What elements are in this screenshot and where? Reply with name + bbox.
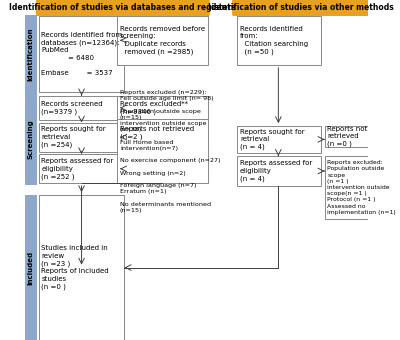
Text: Studies included in
review
(n =23 )
Reports of included
studies
(n =0 ): Studies included in review (n =23 ) Repo… <box>42 245 109 290</box>
Text: Records screened
(n=9379 ): Records screened (n=9379 ) <box>42 101 103 115</box>
Bar <box>25 94 37 185</box>
Bar <box>237 126 321 153</box>
Bar <box>39 96 124 120</box>
Text: Reports sought for
retrieval
(n =254): Reports sought for retrieval (n =254) <box>42 126 106 148</box>
Text: Reports assessed for
eligibility
(n =252 ): Reports assessed for eligibility (n =252… <box>42 158 114 180</box>
FancyBboxPatch shape <box>232 0 369 16</box>
Bar <box>25 195 37 340</box>
Bar <box>39 195 124 340</box>
Text: Identification of studies via other methods: Identification of studies via other meth… <box>208 3 394 12</box>
Text: Reports not retrieved
(n=2 ): Reports not retrieved (n=2 ) <box>120 126 194 140</box>
Text: Reports assessed for
eligibility
(n = 4): Reports assessed for eligibility (n = 4) <box>240 160 312 182</box>
Bar <box>39 16 124 92</box>
Bar <box>325 156 368 219</box>
FancyBboxPatch shape <box>36 0 210 16</box>
Bar <box>25 15 37 94</box>
Bar <box>237 16 321 65</box>
Text: Reports sought for
retrieval
(n = 4): Reports sought for retrieval (n = 4) <box>240 129 304 150</box>
Bar <box>117 16 208 65</box>
Bar <box>117 119 208 183</box>
Text: Reports excluded (n=229):
Fell outside age limit (n= 98)

Population outside sco: Reports excluded (n=229): Fell outside a… <box>120 90 220 213</box>
Text: Records excluded**
(n=9346 ): Records excluded** (n=9346 ) <box>120 101 188 115</box>
Text: Screening: Screening <box>28 120 34 159</box>
Bar <box>117 96 208 120</box>
Text: Records identified
from:
  Citation searching
  (n =50 ): Records identified from: Citation search… <box>240 26 308 55</box>
Bar <box>39 154 124 183</box>
Bar <box>117 123 208 144</box>
Bar <box>325 126 368 147</box>
Text: Records identified from
databases (n=12364):
PubMed
            = 6480

Embase  : Records identified from databases (n=123… <box>42 32 123 76</box>
Text: Reports not
retrieved
(n =0 ): Reports not retrieved (n =0 ) <box>328 126 368 148</box>
Text: Records removed before
screening:
  Duplicate records
  removed (n =2985): Records removed before screening: Duplic… <box>120 26 205 55</box>
Bar <box>237 156 321 186</box>
Text: Reports excluded:
Population outside
scope
(n =1 )
intervention outside
scope(n : Reports excluded: Population outside sco… <box>328 160 396 215</box>
Text: Identification of studies via databases and registers: Identification of studies via databases … <box>10 3 236 12</box>
Text: Included: Included <box>28 251 34 285</box>
Bar <box>39 123 124 152</box>
Text: Identification: Identification <box>28 28 34 81</box>
